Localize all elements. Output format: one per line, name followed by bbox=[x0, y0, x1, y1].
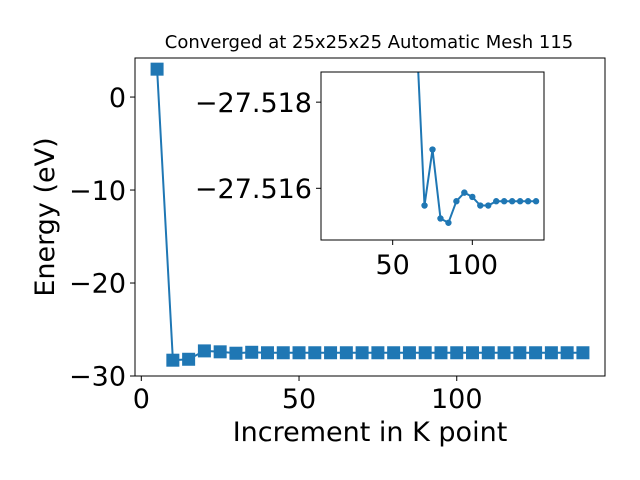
series-line bbox=[156, 69, 583, 362]
x-axis-label: Increment in K point bbox=[233, 417, 508, 448]
data-point bbox=[481, 346, 495, 360]
data-point bbox=[418, 346, 432, 360]
data-point bbox=[461, 189, 468, 196]
main-plot-area bbox=[150, 62, 590, 367]
data-point bbox=[508, 198, 516, 205]
main-chart: Converged at 25x25x25 Automatic Mesh 115… bbox=[30, 32, 606, 448]
data-point bbox=[493, 198, 500, 205]
data-point bbox=[371, 346, 385, 360]
data-point bbox=[532, 198, 540, 205]
x-tick-label: 100 bbox=[447, 250, 499, 281]
x-tick-label: 50 bbox=[282, 384, 316, 415]
y-tick-label: −20 bbox=[69, 269, 126, 300]
inset-plot-area bbox=[417, 72, 540, 226]
data-point bbox=[150, 62, 164, 76]
data-point bbox=[429, 146, 436, 153]
data-point bbox=[229, 346, 243, 360]
inset-chart: 50 100 −27.518 −27.516 bbox=[195, 71, 545, 281]
series-line bbox=[417, 72, 536, 224]
data-point bbox=[477, 202, 484, 209]
inset-y-ticks: −27.518 −27.516 bbox=[195, 88, 321, 205]
x-tick-label: 50 bbox=[375, 250, 409, 281]
data-point bbox=[445, 219, 452, 226]
data-point bbox=[560, 346, 574, 360]
x-tick-label: 100 bbox=[431, 384, 483, 415]
data-point bbox=[485, 202, 492, 209]
data-point bbox=[166, 353, 180, 367]
y-tick-label: −27.518 bbox=[195, 88, 312, 119]
data-point bbox=[402, 346, 416, 360]
inset-x-ticks: 50 100 bbox=[375, 240, 498, 281]
data-point bbox=[513, 346, 527, 360]
y-tick-label: −30 bbox=[69, 362, 126, 393]
data-point bbox=[453, 198, 460, 205]
data-point bbox=[497, 346, 511, 360]
main-y-ticks: 0 −10 −20 −30 bbox=[69, 83, 135, 393]
data-point bbox=[260, 346, 274, 360]
data-point bbox=[387, 346, 401, 360]
data-point bbox=[437, 215, 444, 222]
data-point bbox=[324, 346, 338, 360]
data-point bbox=[529, 346, 543, 360]
data-point bbox=[576, 346, 590, 360]
chart-title: Converged at 25x25x25 Automatic Mesh 115 bbox=[165, 32, 574, 53]
data-point bbox=[182, 352, 196, 366]
data-point bbox=[339, 346, 353, 360]
data-point bbox=[355, 346, 369, 360]
data-point bbox=[197, 344, 211, 358]
y-tick-label: 0 bbox=[109, 83, 126, 114]
data-point bbox=[421, 202, 428, 209]
inset-plot-frame bbox=[320, 71, 545, 241]
y-tick-label: −27.516 bbox=[195, 174, 312, 205]
data-point bbox=[276, 346, 290, 360]
data-point bbox=[469, 193, 476, 201]
y-tick-label: −10 bbox=[69, 176, 126, 207]
data-point bbox=[524, 198, 532, 205]
data-point bbox=[308, 346, 322, 360]
x-tick-label: 0 bbox=[133, 384, 150, 415]
data-point bbox=[245, 345, 259, 359]
data-point bbox=[434, 346, 448, 360]
main-x-ticks: 0 50 100 bbox=[133, 376, 483, 415]
data-point bbox=[500, 198, 508, 205]
data-point bbox=[544, 346, 558, 360]
data-point bbox=[466, 346, 480, 360]
y-axis-label: Energy (eV) bbox=[30, 137, 61, 296]
data-point bbox=[516, 198, 524, 205]
main-plot-frame bbox=[134, 57, 606, 377]
data-point bbox=[213, 345, 227, 359]
data-point bbox=[450, 346, 464, 360]
data-point bbox=[292, 346, 306, 360]
